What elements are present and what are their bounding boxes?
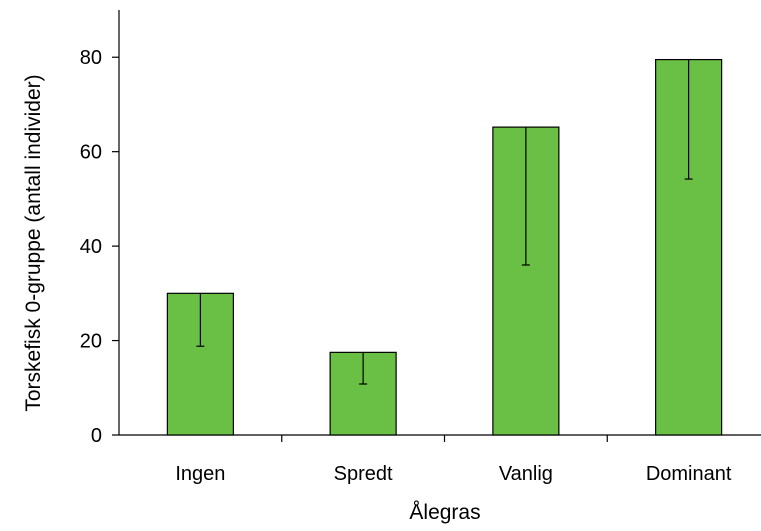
tick-labels: 0 20 40 60 80 Ingen Spredt Vanlig Dominant (80, 47, 732, 485)
y-tick-label: 20 (80, 331, 102, 353)
y-tick-label: 80 (80, 47, 102, 69)
x-tick-label: Spredt (334, 463, 393, 485)
y-tick-label: 60 (80, 142, 102, 164)
x-tick-label: Vanlig (499, 463, 553, 485)
x-tick-label: Dominant (646, 463, 732, 485)
y-tick-label: 0 (91, 425, 102, 447)
bar-vanlig (492, 126, 560, 436)
x-tick-label: Ingen (175, 463, 225, 485)
error-bars (196, 59, 693, 385)
x-axis-title: Ålegras (409, 501, 480, 524)
y-axis-title: Torskefisk 0-gruppe (antall individer) (22, 74, 45, 411)
bars (166, 58, 723, 436)
y-tick-label: 40 (80, 236, 102, 258)
